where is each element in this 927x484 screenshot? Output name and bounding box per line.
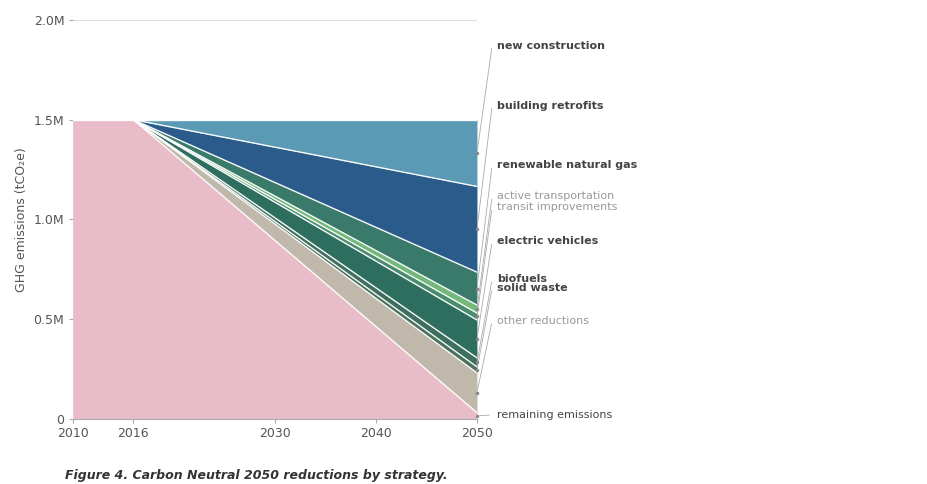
Text: renewable natural gas: renewable natural gas: [497, 161, 637, 170]
Text: transit improvements: transit improvements: [497, 202, 616, 212]
Text: new construction: new construction: [497, 41, 604, 51]
Text: other reductions: other reductions: [497, 316, 589, 326]
Y-axis label: GHG emissions (tCO₂e): GHG emissions (tCO₂e): [15, 147, 28, 292]
Text: active transportation: active transportation: [497, 191, 614, 201]
Text: remaining emissions: remaining emissions: [497, 410, 612, 420]
Text: Figure 4. Carbon Neutral 2050 reductions by strategy.: Figure 4. Carbon Neutral 2050 reductions…: [65, 469, 447, 482]
Text: solid waste: solid waste: [497, 283, 567, 293]
Text: electric vehicles: electric vehicles: [497, 236, 598, 246]
Text: biofuels: biofuels: [497, 274, 547, 284]
Text: building retrofits: building retrofits: [497, 101, 603, 111]
